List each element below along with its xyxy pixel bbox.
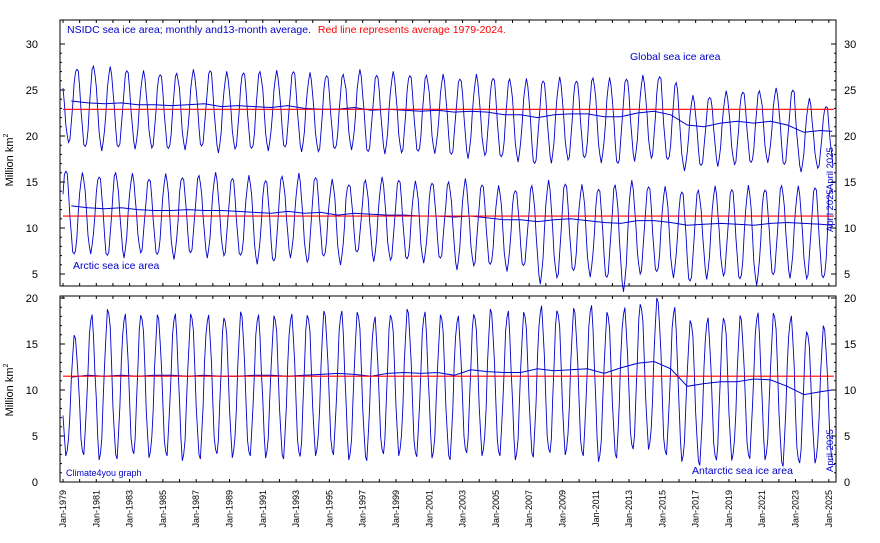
average-lines	[63, 108, 834, 377]
xtick-label: Jan-2005	[491, 490, 501, 528]
antarctic-sea-ice-area13-month-average-line	[71, 360, 833, 396]
ytick-label-left: 30	[26, 39, 38, 51]
global-end-label: April 2025	[825, 147, 836, 190]
bottom-ylabel-sup: 2	[3, 364, 10, 368]
arctic-end-label-text: April 2025	[825, 189, 836, 232]
bottom-ylabel: Million km2	[3, 364, 16, 417]
xtick-label: Jan-1981	[91, 490, 101, 528]
svg-text:Million km2: Million km2	[3, 364, 16, 417]
xtick-label: Jan-1997	[358, 490, 368, 528]
xtick-label: Jan-2007	[524, 490, 534, 528]
global-sea-ice-areamonthly-line	[62, 64, 834, 173]
ytick-label-right: 20	[844, 293, 856, 305]
arctic-series-label: Arctic sea ice area	[73, 260, 160, 272]
credit-label: Climate4you graph	[66, 468, 142, 478]
xtick-label: Jan-1993	[291, 490, 301, 528]
ytick-label-left: 20	[26, 293, 38, 305]
xtick-label: Jan-1989	[224, 490, 234, 528]
plot-frame-1	[59, 295, 837, 483]
ytick-label-right: 10	[844, 385, 856, 397]
chart-title: NSIDC sea ice area; monthly and13-month …	[67, 24, 506, 36]
antarctic-sea-ice-areamonthly-line	[62, 297, 834, 467]
xtick-label: Jan-2003	[458, 490, 468, 528]
global-sea-ice-area13-month-average-line	[71, 100, 833, 133]
xtick-label: Jan-2013	[624, 490, 634, 528]
ytick-label-right: 15	[844, 177, 856, 189]
ytick-label-left: 20	[26, 131, 38, 143]
ytick-label-left: 10	[26, 223, 38, 235]
xtick-label: Jan-2015	[657, 490, 667, 528]
ytick-label-right: 30	[844, 39, 856, 51]
bottom-ylabel-text: Million km	[4, 368, 16, 417]
svg-text:Million km2: Million km2	[3, 134, 16, 187]
axes-frame	[59, 19, 837, 483]
top-ylabel-text: Million km	[4, 138, 16, 187]
ytick-label-left: 15	[26, 339, 38, 351]
ytick-label-left: 10	[26, 385, 38, 397]
arctic-end-label: April 2025	[825, 189, 836, 232]
series-lines	[62, 64, 834, 467]
ytick-label-right: 20	[844, 131, 856, 143]
chart-title-red-note: Red line represents average 1979-2024.	[318, 24, 506, 36]
xtick-label: Jan-1979	[58, 490, 68, 528]
arctic-sea-ice-area13-month-average-line	[71, 205, 833, 226]
xtick-label: Jan-2017	[691, 490, 701, 528]
arctic-sea-ice-areamonthly-line	[62, 170, 834, 292]
ytick-label-right: 15	[844, 339, 856, 351]
xtick-label: Jan-1999	[391, 490, 401, 528]
top-ylabel: Million km2	[3, 134, 16, 187]
ytick-label-left: 25	[26, 85, 38, 97]
xtick-label: Jan-1995	[324, 490, 334, 528]
chart-title-main: NSIDC sea ice area; monthly and13-month …	[67, 24, 311, 36]
ytick-label-left: 5	[32, 269, 38, 281]
plot-frame-0	[59, 19, 837, 287]
ytick-label-right: 25	[844, 85, 856, 97]
top-ylabel-sup: 2	[3, 134, 10, 138]
tick-labels: 5 5 10 10 15 15 20 20 25 25 30 30 0 0 5 5 10 10 15 15 20 20 Ja…	[26, 39, 857, 528]
xtick-label: Jan-2021	[757, 490, 767, 528]
ytick-label-right: 0	[844, 477, 850, 489]
ytick-label-right: 5	[844, 269, 850, 281]
antarctic-series-label: Antarctic sea ice area	[692, 465, 793, 477]
global-series-label: Global sea ice area	[630, 51, 721, 63]
xtick-label: Jan-1983	[125, 490, 135, 528]
global-end-label-text: April 2025	[825, 147, 836, 190]
xtick-label: Jan-1991	[258, 490, 268, 528]
ytick-label-left: 15	[26, 177, 38, 189]
xtick-label: Jan-2011	[591, 490, 601, 527]
xtick-label: Jan-2009	[557, 490, 567, 528]
xtick-label: Jan-1987	[191, 490, 201, 528]
ytick-label-left: 5	[32, 431, 38, 443]
xtick-label: Jan-1985	[158, 490, 168, 528]
xtick-label: Jan-2001	[424, 490, 434, 528]
ytick-label-left: 0	[32, 477, 38, 489]
xtick-label: Jan-2019	[724, 490, 734, 528]
ytick-label-right: 10	[844, 223, 856, 235]
xtick-label: Jan-2023	[791, 490, 801, 528]
ytick-label-right: 5	[844, 431, 850, 443]
xtick-label: Jan-2025	[824, 490, 834, 528]
